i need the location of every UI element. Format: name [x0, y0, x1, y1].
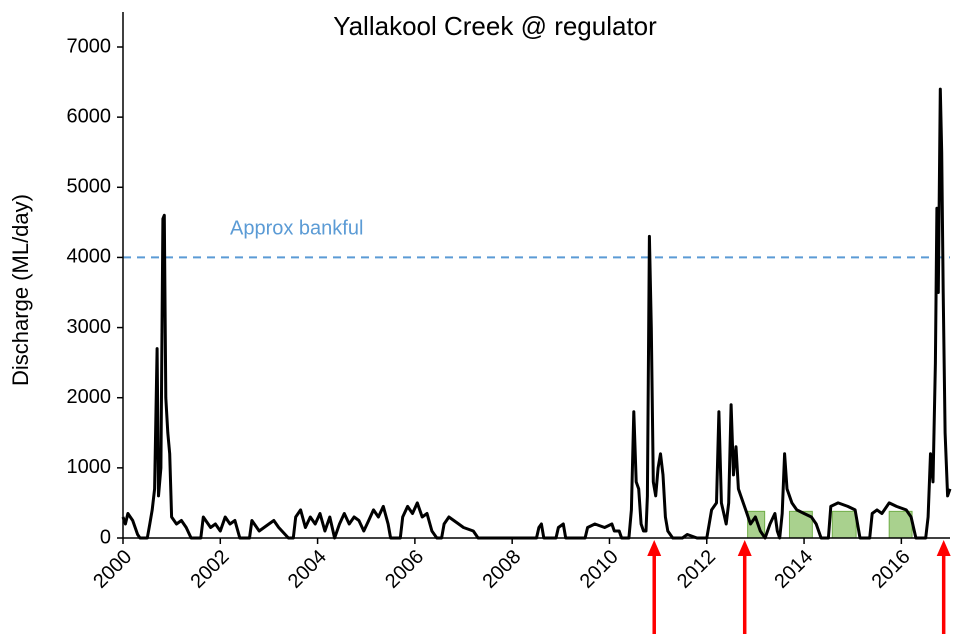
arrow-head [737, 540, 752, 556]
x-tick-label: 2006 [381, 546, 428, 593]
chart-title: Yallakool Creek @ regulator [333, 11, 657, 41]
y-tick-label: 2000 [67, 386, 112, 408]
x-tick-label: 2004 [284, 546, 331, 593]
data-line [121, 87, 952, 540]
y-tick-label: 7000 [67, 35, 112, 57]
y-tick-label: 1000 [67, 456, 112, 478]
shaded-box [831, 510, 857, 539]
y-tick-label: 4000 [67, 246, 112, 268]
x-tick-label: 2002 [187, 546, 234, 593]
y-axis-label: Discharge (ML/day) [8, 194, 33, 386]
y-tick-label: 5000 [67, 176, 112, 198]
x-tick-label: 2008 [478, 546, 525, 593]
y-tick-label: 3000 [67, 316, 112, 338]
reference-label: Approx bankful [230, 218, 363, 240]
x-tick-label: 2016 [868, 546, 915, 593]
y-tick-label: 0 [100, 526, 111, 548]
x-tick-label: 2010 [576, 546, 623, 593]
x-tick-label: 2014 [770, 546, 817, 593]
arrow-head [647, 540, 662, 556]
arrow-head [936, 540, 951, 556]
x-tick-label: 2012 [673, 546, 720, 593]
x-tick-label: 2000 [89, 546, 136, 593]
y-tick-label: 6000 [67, 105, 112, 127]
